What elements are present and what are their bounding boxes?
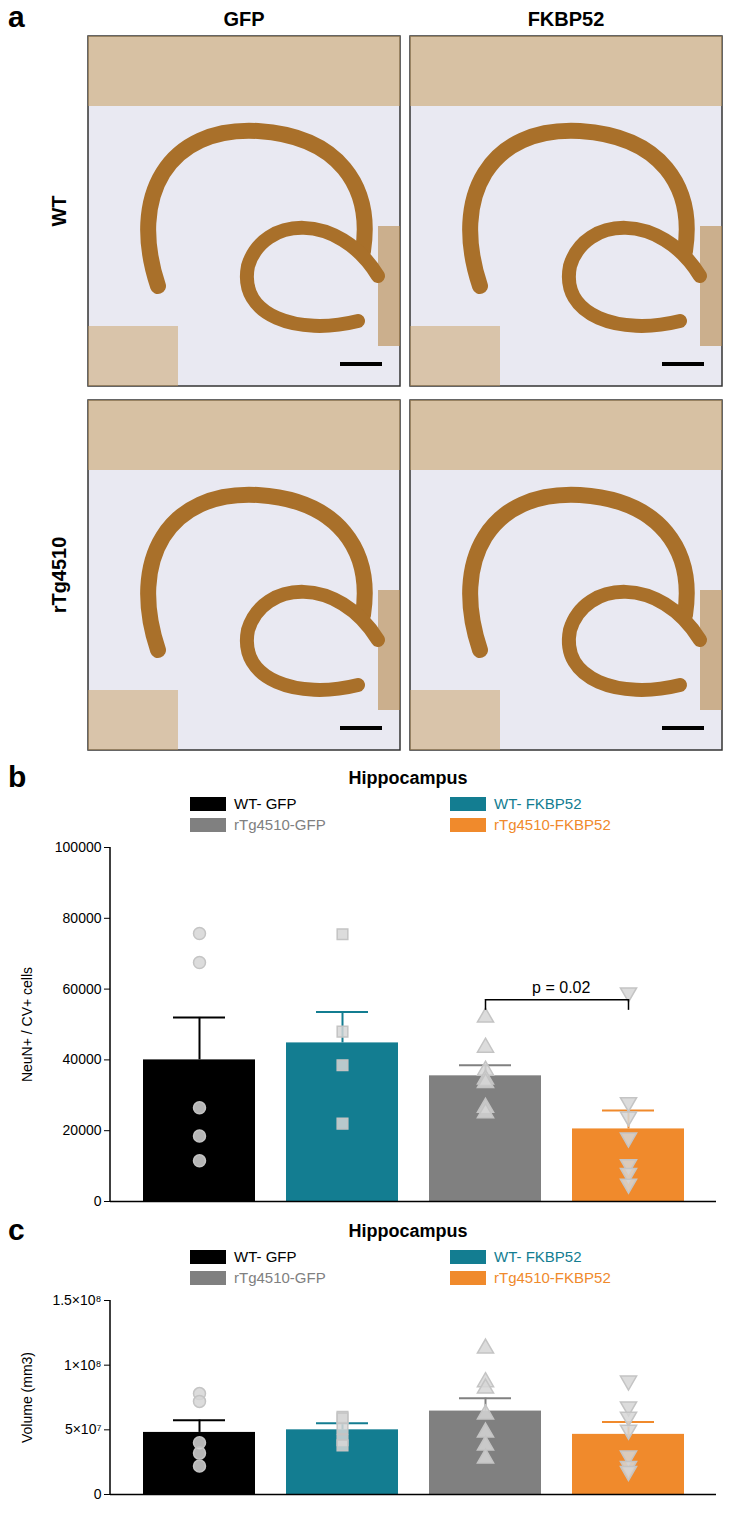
svg-text:NeuN+ / CV+ cells: NeuN+ / CV+ cells: [19, 967, 35, 1082]
html-text:rTg4510-FKBP52: rTg4510-FKBP52: [494, 816, 611, 833]
html-text:WT- FKBP52: WT- FKBP52: [494, 795, 582, 812]
html-text:rTg4510-GFP: rTg4510-GFP: [234, 1269, 326, 1286]
svg-text:100000: 100000: [55, 839, 102, 855]
html-text:a: a: [8, 0, 25, 33]
html-text:rTg4510-FKBP52: rTg4510-FKBP52: [494, 1269, 611, 1286]
svg-text:0: 0: [94, 1193, 102, 1209]
svg-text:p = 0.02: p = 0.02: [532, 979, 590, 996]
svg-text:20000: 20000: [63, 1122, 102, 1138]
svg-text:rTg4510: rTg4510: [48, 537, 70, 614]
svg-text:Volume (mm3): Volume (mm3): [19, 1352, 35, 1443]
html-text:b: b: [8, 760, 27, 793]
svg-text:40000: 40000: [63, 1051, 102, 1067]
svg-text:60000: 60000: [63, 981, 102, 997]
svg-text:80000: 80000: [63, 910, 102, 926]
svg-text:GFP: GFP: [223, 8, 264, 30]
svg-text:1.5×10⁸: 1.5×10⁸: [52, 1292, 101, 1308]
svg-text:0: 0: [94, 1486, 102, 1502]
html-text:Hippocampus: Hippocampus: [348, 1221, 468, 1241]
svg-text:1×10⁸: 1×10⁸: [64, 1357, 102, 1373]
svg-text:5×10⁷: 5×10⁷: [65, 1421, 102, 1437]
html-text:Hippocampus: Hippocampus: [348, 768, 468, 788]
html-text:c: c: [8, 1213, 25, 1246]
svg-text:FKBP52: FKBP52: [528, 8, 605, 30]
html-text:WT- FKBP52: WT- FKBP52: [494, 1248, 582, 1265]
html-text:rTg4510-GFP: rTg4510-GFP: [234, 816, 326, 833]
svg-text:WT: WT: [48, 195, 70, 226]
html-text:WT- GFP: WT- GFP: [234, 795, 297, 812]
html-text:WT- GFP: WT- GFP: [234, 1248, 297, 1265]
